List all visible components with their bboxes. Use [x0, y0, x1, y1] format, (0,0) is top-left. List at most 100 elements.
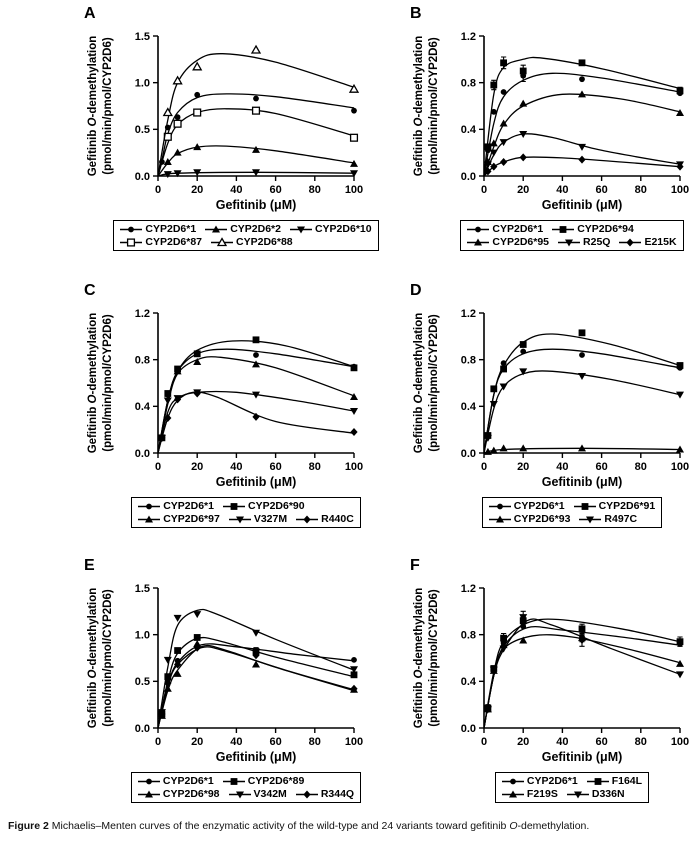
- triangle-down-marker-icon: [228, 516, 251, 523]
- point-cyp2d6-10: [350, 170, 358, 178]
- square-marker-icon: [222, 777, 245, 785]
- figure-caption: Figure 2 Michaelis–Menten curves of the …: [8, 820, 589, 832]
- point-cyp2d6-89: [164, 673, 172, 681]
- panel-e-legend-wrap: CYP2D6*1 CYP2D6*89 CYP2D6*98 V342M R344Q: [80, 772, 372, 803]
- point-v342m: [252, 629, 260, 637]
- point-cyp2d6-87: [349, 133, 359, 142]
- x-tick-label: 0: [481, 184, 487, 196]
- triangle-glyph: [212, 225, 221, 232]
- point-e215k: [500, 158, 508, 166]
- point-cyp2d6-93: [578, 444, 586, 452]
- legend-item-cyp2d6-91: CYP2D6*91: [573, 500, 655, 512]
- triangle-marker-icon: [501, 790, 524, 797]
- point-cyp2d6-1: [579, 352, 585, 358]
- point-cyp2d6-95: [578, 90, 586, 98]
- x-tick-label: 0: [481, 461, 487, 473]
- legend-label: CYP2D6*1: [513, 500, 565, 512]
- x-tick-label: 60: [269, 184, 281, 196]
- legend-item-cyp2d6-95: CYP2D6*95: [467, 236, 549, 248]
- legend-row: CYP2D6*1 CYP2D6*94: [467, 223, 676, 235]
- triangle-marker-icon: [138, 515, 161, 522]
- panel-a-legend-wrap: CYP2D6*1 CYP2D6*2 CYP2D6*10 CYP2D6*87 CYP2D6…: [80, 220, 379, 251]
- point-cyp2d6-97: [173, 367, 182, 375]
- point-cyp2d6-88: [348, 83, 360, 93]
- point-cyp2d6-88: [192, 61, 203, 71]
- point-cyp2d6-93: [489, 446, 498, 454]
- axes: [483, 36, 680, 177]
- point-e215k: [676, 162, 684, 171]
- point-cyp2d6-1: [253, 352, 259, 358]
- legend-item-cyp2d6-97: CYP2D6*97: [138, 513, 220, 525]
- legend-row: CYP2D6*98 V342M R344Q: [137, 788, 354, 800]
- x-tick-label: 40: [230, 184, 242, 196]
- point-cyp2d6-91: [676, 362, 684, 369]
- y-axis-label-line1: Gefitinib O-demethylation: [413, 588, 425, 729]
- point-cyp2d6-94: [484, 143, 492, 151]
- triangle-open-glyph: [216, 236, 228, 246]
- curve-cyp2d6-10: [157, 171, 355, 177]
- point-r497c: [489, 401, 498, 408]
- x-axis-label: Gefitinib (μM): [542, 750, 623, 764]
- point-d336n: [499, 645, 508, 653]
- point-d336n: [489, 666, 498, 674]
- x-tick-label: 100: [345, 736, 363, 748]
- circle-glyph: [475, 226, 482, 232]
- legend-label: CYP2D6*89: [247, 775, 305, 787]
- point-r497c: [676, 391, 684, 399]
- x-tick-label: 20: [191, 736, 203, 748]
- point-cyp2d6-2: [193, 143, 202, 151]
- legend-row: CYP2D6*1 F164L: [501, 775, 642, 787]
- caption-text-end: -demethylation.: [517, 820, 590, 832]
- triangle-glyph: [145, 515, 154, 522]
- point-cyp2d6-97: [350, 393, 358, 400]
- y-tick-label: 0.0: [461, 448, 476, 460]
- point-cyp2d6-89: [193, 634, 201, 641]
- curve-cyp2d6-1: [157, 93, 355, 177]
- x-tick-label: 100: [671, 461, 689, 473]
- square-marker-icon: [573, 502, 596, 510]
- triangle-glyph: [508, 790, 517, 797]
- y-tick-label: 0.0: [135, 171, 150, 183]
- circle-marker-icon: [467, 226, 490, 232]
- panel-d-letter: D: [410, 282, 422, 299]
- legend-item-d336n: D336N: [566, 788, 625, 800]
- panel-e-letter: E: [84, 557, 95, 574]
- square-glyph: [230, 777, 238, 785]
- diamond-marker-icon: [296, 515, 319, 523]
- point-r440c: [252, 412, 260, 421]
- y-tick-label: 1.2: [461, 583, 476, 595]
- point-r344q: [164, 679, 172, 688]
- point-cyp2d6-2: [163, 158, 172, 165]
- y-tick-label: 1.5: [135, 31, 150, 43]
- panel-f-legend: CYP2D6*1 F164L F219S D336N: [494, 772, 650, 803]
- legend-item-r497c: R497C: [579, 513, 637, 525]
- y-axis-label-line1: Gefitinib O-demethylation: [413, 36, 425, 177]
- legend-item-cyp2d6-88: CYP2D6*88: [211, 236, 293, 248]
- point-cyp2d6-89: [174, 647, 181, 654]
- panel-a-letter: A: [84, 5, 96, 22]
- point-r25q: [483, 161, 492, 169]
- curve-cyp2d6-93: [483, 447, 681, 454]
- triangle-glyph: [495, 515, 504, 522]
- point-cyp2d6-95: [489, 139, 498, 147]
- y-tick-label: 0.0: [461, 723, 476, 735]
- point-cyp2d6-95: [499, 119, 508, 127]
- legend-label: CYP2D6*90: [247, 500, 305, 512]
- panel-e-chart: 0.0 0.5 1.0 1.5 0 20 40 60 80 100 Gefitinib (μM) Ge…: [87, 583, 363, 764]
- point-cyp2d6-94: [490, 81, 498, 89]
- legend-item-f164l: F164L: [586, 775, 642, 787]
- y-tick-label: 0.0: [461, 171, 476, 183]
- legend-row: CYP2D6*97 V327M R440C: [138, 513, 354, 525]
- circle-glyph: [146, 503, 153, 509]
- circle-glyph: [496, 503, 503, 509]
- point-cyp2d6-2: [252, 145, 260, 153]
- point-cyp2d6-1: [500, 89, 507, 95]
- panel-c: C 0.0 0.4 0.8 1.2 0 20 40 60 80 100 Gefitinib (μM)…: [80, 281, 372, 528]
- panel-b-legend-wrap: CYP2D6*1 CYP2D6*94 CYP2D6*95 R25Q E215K: [406, 220, 698, 251]
- point-d336n: [578, 637, 586, 645]
- x-axis-label: Gefitinib (μM): [216, 198, 297, 212]
- panel-f-chart: 0.0 0.4 0.8 1.2 0 20 40 60 80 100 Gefitinib (μM) Ge…: [413, 583, 689, 764]
- point-cyp2d6-1: [253, 95, 259, 102]
- square-open-glyph: [127, 237, 136, 247]
